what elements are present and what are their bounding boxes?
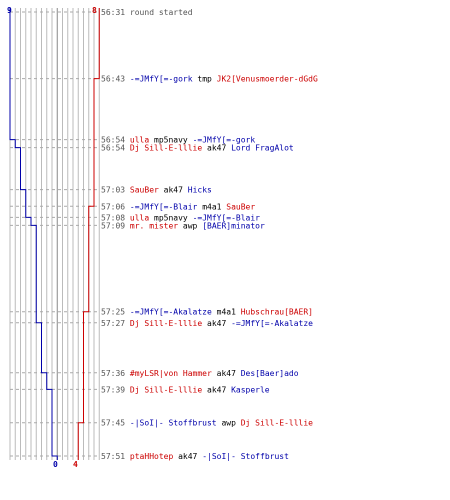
victim-name: -=JMfY[=-Blair xyxy=(193,213,261,222)
event-time: 56:43 xyxy=(101,75,125,84)
weapon-name: tmp xyxy=(197,75,212,84)
victim-name: Kasperle xyxy=(231,385,270,394)
victim-name: JK2[Venusmoerder-dGdG xyxy=(217,75,318,84)
event-time: 57:03 xyxy=(101,186,125,195)
event-time: 56:54 xyxy=(101,136,125,145)
log-row: 57:08 ulla mp5navy -=JMfY[=-Blair xyxy=(101,213,260,222)
event-time: 56:31 xyxy=(101,8,125,17)
event-time: 57:08 xyxy=(101,213,125,222)
red-team-end-count: 4 xyxy=(73,460,78,469)
victim-name: SauBer xyxy=(226,202,255,211)
event-time: 57:25 xyxy=(101,308,125,317)
killer-name: -=JMfY[=-gork xyxy=(130,75,193,84)
weapon-name: ak47 xyxy=(164,186,183,195)
log-row: 57:45 -|SoI|- Stoffbrust awp Dj Sill-E-l… xyxy=(101,419,313,428)
killer-name: ulla xyxy=(130,136,149,145)
weapon-name: mp5navy xyxy=(154,136,188,145)
killer-name: -|SoI|- Stoffbrust xyxy=(130,419,217,428)
victim-name: Hicks xyxy=(188,186,212,195)
victim-name: Dj Sill-E-lllie xyxy=(241,419,313,428)
event-log: 56:31 round started 56:43 -=JMfY[=-gork t… xyxy=(101,8,318,461)
log-row: 57:27 Dj Sill-E-lllie ak47 -=JMfY[=-Akal… xyxy=(101,319,313,328)
red-team-start-count: 8 xyxy=(92,6,97,15)
event-time: 57:51 xyxy=(101,452,125,461)
log-row: 57:36 #myLSR|von Hammer ak47 Des[Baer]ad… xyxy=(101,369,299,378)
victim-name: Lord FragAlot xyxy=(231,144,294,153)
victim-name: -=JMfY[=-gork xyxy=(193,136,256,145)
weapon-name: ak47 xyxy=(207,385,226,394)
killer-name: mr. mister xyxy=(130,221,178,230)
killer-name: -=JMfY[=-Blair xyxy=(130,202,198,211)
event-time: 57:45 xyxy=(101,419,125,428)
blue-team-start-count: 9 xyxy=(7,6,12,15)
log-row: 57:09 mr. mister awp [BAER]minator xyxy=(101,221,265,230)
killer-name: ulla xyxy=(130,213,149,222)
blue-team-alive-line xyxy=(9,8,58,460)
killer-name: Dj Sill-E-lllie xyxy=(130,385,202,394)
killer-name: #myLSR|von Hammer xyxy=(130,369,212,378)
log-row: 57:39 Dj Sill-E-lllie ak47 Kasperle xyxy=(101,385,270,394)
victim-name: Des[Baer]ado xyxy=(241,369,299,378)
log-row: 57:03 SauBer ak47 Hicks xyxy=(101,186,212,195)
event-guide-lines xyxy=(10,11,99,457)
event-time: 57:09 xyxy=(101,221,125,230)
log-row: 56:54 ulla mp5navy -=JMfY[=-gork xyxy=(101,136,255,145)
victim-name: -|SoI|- Stoffbrust xyxy=(202,452,289,461)
event-time: 56:54 xyxy=(101,144,125,153)
killer-name: ptaHHotep xyxy=(130,452,174,461)
event-time: 57:27 xyxy=(101,319,125,328)
event-time: 57:06 xyxy=(101,202,125,211)
player-grid xyxy=(9,8,100,460)
victim-name: -=JMfY[=-Akalatze xyxy=(231,319,313,328)
weapon-name: m4a1 xyxy=(217,308,236,317)
weapon-name: m4a1 xyxy=(202,202,221,211)
victim-name: Hubschrau[BAER] xyxy=(241,308,313,317)
event-time: 57:36 xyxy=(101,369,125,378)
weapon-name: ak47 xyxy=(207,319,226,328)
weapon-name: mp5navy xyxy=(154,213,188,222)
event-time: 57:39 xyxy=(101,385,125,394)
log-row: 56:31 round started xyxy=(101,8,193,17)
weapon-name: awp xyxy=(221,419,236,428)
log-row: 56:54 Dj Sill-E-lllie ak47 Lord FragAlot xyxy=(101,144,294,153)
weapon-name: ak47 xyxy=(207,144,226,153)
killer-name: Dj Sill-E-lllie xyxy=(130,319,202,328)
log-row: 57:25 -=JMfY[=-Akalatze m4a1 Hubschrau[B… xyxy=(101,308,313,317)
weapon-name: awp xyxy=(183,221,198,230)
killer-name: SauBer xyxy=(130,186,159,195)
killer-name: -=JMfY[=-Akalatze xyxy=(130,308,212,317)
weapon-name: ak47 xyxy=(217,369,236,378)
log-row: 57:06 -=JMfY[=-Blair m4a1 SauBer xyxy=(101,202,255,211)
victim-name: [BAER]minator xyxy=(202,221,265,230)
log-row: 57:51 ptaHHotep ak47 -|SoI|- Stoffbrust xyxy=(101,452,289,461)
blue-team-end-count: 0 xyxy=(53,460,58,469)
red-team-alive-line xyxy=(77,8,100,460)
log-row: 56:43 -=JMfY[=-gork tmp JK2[Venusmoerder… xyxy=(101,75,318,84)
weapon-name: ak47 xyxy=(178,452,197,461)
status-message: round started xyxy=(130,8,193,17)
killer-name: Dj Sill-E-lllie xyxy=(130,144,202,153)
